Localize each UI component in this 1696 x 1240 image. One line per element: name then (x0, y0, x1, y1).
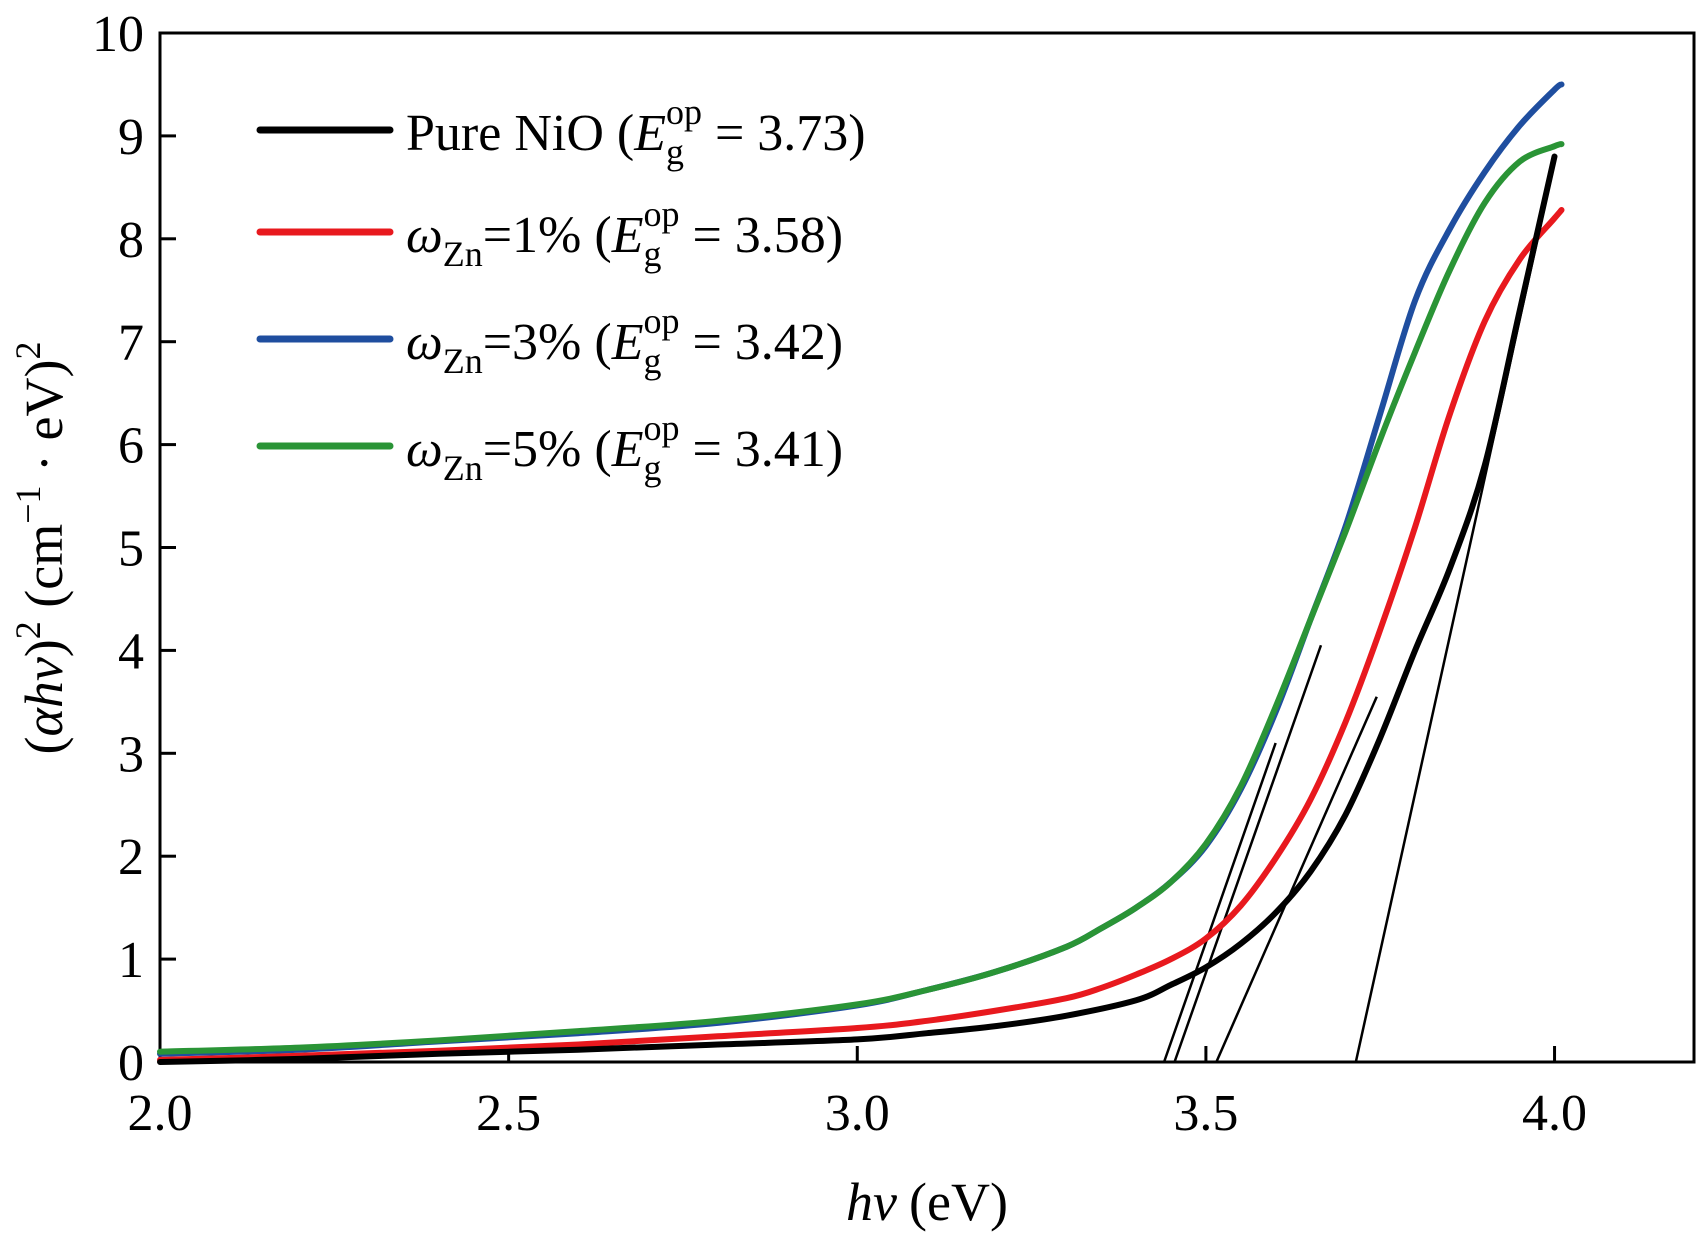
x-tick-label: 4.0 (1522, 1085, 1587, 1142)
y-tick-label: 3 (118, 726, 144, 783)
series-line-zn-5 (157, 141, 1565, 1055)
x-tick-label: 3.0 (825, 1085, 890, 1142)
legend-pct: =1% (483, 207, 582, 264)
y-tick-label: 10 (92, 6, 144, 63)
x-axis-title-unit: (eV) (909, 1172, 1008, 1232)
legend-open-paren: ( (581, 314, 611, 371)
y-title-var: αhv (14, 657, 74, 736)
series-lines (157, 81, 1565, 1065)
legend-eg-sup: op (666, 92, 702, 132)
legend-eg-sup: op (643, 301, 679, 341)
tangent-fit-line (1173, 644, 1323, 1063)
legend-pct: =3% (483, 314, 582, 371)
series-line-pure-nio (157, 153, 1558, 1065)
y-tick-label: 7 (118, 315, 144, 372)
legend-label-pure-nio: Pure NiO (Egop = 3.73) (406, 92, 866, 172)
plot-frame (158, 31, 1696, 1064)
x-axis-title-var: hv (846, 1172, 897, 1232)
y-tick-label: 8 (118, 212, 144, 269)
legend-open-paren: ( (581, 421, 611, 478)
legend-label-zn-3: ωZn=3% (Egop = 3.42) (406, 301, 843, 381)
legend-eg-e: E (633, 105, 666, 162)
legend-eg-value: = 3.42) (679, 314, 843, 371)
x-axis-ticks: 2.0 2.5 3.0 3.5 4.0 (128, 1046, 1587, 1142)
legend-omega-sub: Zn (443, 234, 483, 274)
legend-eg-sup: op (643, 408, 679, 448)
legend-omega: ω (406, 207, 443, 264)
legend: Pure NiO (Egop = 3.73) ωZn=1% (Egop = 3.… (256, 92, 866, 488)
legend-eg-sub: g (643, 341, 661, 381)
legend-open-paren: ( (604, 105, 634, 162)
legend-pct: =5% (483, 421, 582, 478)
y-tick-label: 6 (118, 418, 144, 475)
y-tick-label: 4 (118, 623, 144, 680)
legend-eg-value: = 3.73) (702, 105, 866, 162)
legend-prefix: Pure NiO (406, 105, 604, 162)
legend-omega-sub: Zn (443, 341, 483, 381)
y-title-sup2: 2 (8, 621, 48, 639)
y-tick-label: 2 (118, 829, 144, 886)
tangent-fit-line (1215, 696, 1378, 1063)
y-tick-label: 9 (118, 109, 144, 166)
legend-eg-sub: g (666, 132, 684, 172)
legend-open-paren: ( (581, 207, 611, 264)
y-title-sup-minus1: −1 (8, 485, 48, 523)
y-title-unit-mid: · eV) (14, 360, 74, 486)
legend-omega: ω (406, 314, 443, 371)
series-line-zn-1 (157, 207, 1565, 1063)
legend-eg-e: E (611, 421, 644, 478)
legend-eg-value: = 3.58) (679, 207, 843, 264)
legend-eg-sub: g (643, 448, 661, 488)
legend-eg-e: E (611, 207, 644, 264)
tangent-fit-line (1162, 742, 1277, 1063)
y-tick-label: 5 (118, 521, 144, 578)
y-title-sup2-unit: 2 (8, 342, 48, 360)
legend-label-zn-5: ωZn=5% (Egop = 3.41) (406, 408, 843, 488)
x-axis-title: hv (eV) (846, 1172, 1008, 1232)
legend-omega: ω (406, 421, 443, 478)
legend-eg-value: = 3.41) (679, 421, 843, 478)
legend-eg-sub: g (643, 234, 661, 274)
legend-eg-sup: op (643, 194, 679, 234)
y-title-unit-open: (cm (14, 524, 74, 621)
y-axis-ticks: 0 1 2 3 4 5 6 7 8 9 10 (92, 6, 176, 1092)
y-title-open: ( (14, 737, 74, 755)
legend-omega-sub: Zn (443, 448, 483, 488)
x-tick-label: 2.0 (128, 1085, 193, 1142)
x-tick-label: 2.5 (476, 1085, 541, 1142)
x-tick-label: 3.5 (1173, 1085, 1238, 1142)
legend-label-zn-1: ωZn=1% (Egop = 3.58) (406, 194, 843, 274)
legend-eg-e: E (611, 314, 644, 371)
y-tick-label: 1 (118, 932, 144, 989)
y-title-close: ) (14, 639, 74, 657)
y-axis-title: (αhv)2 (cm−1 · eV)2 (8, 342, 74, 755)
y-tick-label: 0 (118, 1035, 144, 1092)
